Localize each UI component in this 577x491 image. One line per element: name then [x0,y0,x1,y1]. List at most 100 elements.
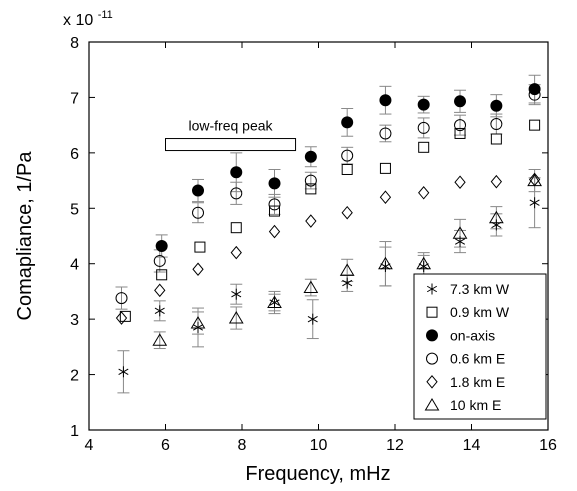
data-point [379,190,392,204]
data-point [230,187,243,200]
data-point [154,305,165,317]
asterisk-stroke [154,307,165,315]
y-multiplier: x 10 -11 [63,9,113,29]
data-point [452,226,468,239]
data-point [303,280,319,294]
data-point [119,310,131,322]
data-point [155,239,168,252]
asterisk-stroke [192,324,204,331]
data-point [305,214,317,228]
data-point [488,210,504,224]
legend-label: 0.9 km W [450,304,510,320]
data-point [341,149,354,162]
data-point [418,141,430,153]
asterisk-stroke [118,368,129,375]
data-point [379,94,392,107]
annotation-group: low-freq peak [165,118,297,152]
data-point [156,269,168,281]
data-point [490,118,503,131]
data-point [454,175,466,190]
data-point [529,197,540,209]
y-multiplier-exponent: -11 [98,9,113,21]
data-point [230,245,242,260]
data-point [307,313,318,325]
legend-label: on-axis [450,327,495,343]
x-tick-label: 14 [463,437,481,454]
data-point [268,224,281,239]
data-point [231,288,242,300]
data-point [268,177,281,190]
data-point [490,133,502,145]
data-point [378,256,393,270]
data-point [416,256,432,270]
data-point [115,311,128,325]
data-point [417,121,430,134]
y-tick-label: 7 [70,90,79,107]
asterisk-stroke [426,285,438,293]
legend: 7.3 km W 0.9 km W on-axis 0.6 km E 1.8 km E 1… [413,273,547,420]
y-tick-label: 6 [70,146,79,163]
legend-marker [426,283,438,295]
data-point [379,127,392,140]
y-tick-label: 5 [70,201,79,218]
data-point [192,206,205,219]
data-point [230,222,242,234]
legend-marker [426,329,438,342]
data-point [118,366,129,378]
data-point [267,295,282,309]
data-point [269,205,281,217]
data-point [418,185,430,200]
data-point [341,205,353,220]
low-freq-peak-box [165,138,297,152]
data-point [192,184,205,197]
asterisk-stroke [231,291,242,298]
data-point [490,99,503,112]
data-point [305,183,317,195]
x-tick-label: 12 [386,437,404,454]
asterisk-stroke [269,299,280,306]
data-point [341,116,354,129]
data-point [230,166,243,179]
legend-label: 7.3 km W [450,281,510,297]
data-point [190,316,206,329]
y-tick-label: 2 [70,368,79,385]
y-tick-label: 8 [70,35,79,52]
data-point [527,173,542,187]
data-point [454,119,467,132]
data-point [192,262,204,277]
x-tick-label: 16 [539,437,557,454]
legend-marker [426,306,438,318]
data-point [304,150,317,163]
y-axis-label: Comapliance, 1/Pa [14,151,36,321]
data-point [115,292,128,305]
data-point [417,98,430,111]
data-point [529,119,541,131]
data-point [194,241,206,253]
data-point [304,174,317,187]
data-point [268,198,281,211]
legend-marker [424,398,440,411]
data-point [454,95,467,108]
data-point [228,311,244,324]
data-point [269,297,280,309]
legend-marker [426,352,438,365]
data-point [379,162,391,174]
legend-label: 10 km E [450,397,501,413]
data-point [341,163,353,175]
y-tick-label: 3 [70,312,79,329]
data-point [192,321,204,333]
x-tick-label: 6 [161,437,170,454]
legend-label: 0.6 km E [450,351,505,367]
legend-label: 1.8 km E [450,374,505,390]
y-tick-label: 4 [70,257,79,274]
asterisk-stroke [529,199,540,206]
asterisk-stroke [342,279,353,287]
data-markers [115,83,542,378]
x-tick-label: 8 [238,437,247,454]
data-point [528,88,541,101]
data-point [454,127,466,139]
x-tick-label: 4 [85,437,94,454]
legend-box [413,273,547,420]
